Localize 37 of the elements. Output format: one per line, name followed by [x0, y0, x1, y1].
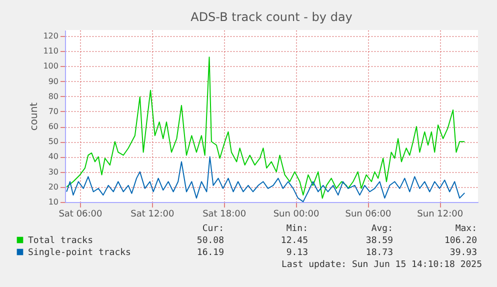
x-tick-label: Sat 06:00	[58, 210, 103, 220]
y-tick-label: 90	[48, 76, 58, 86]
text: 9.13	[286, 248, 308, 258]
y-tick-label: 100	[43, 62, 58, 71]
text: Avg:	[371, 224, 393, 234]
y-tick-label: 10	[48, 198, 58, 206]
legend-label: Single-point tracks	[28, 248, 131, 258]
y-tick-label: 40	[48, 152, 58, 162]
text: Cur:	[202, 224, 224, 234]
text: 38.59	[366, 236, 393, 246]
y-tick-label: 80	[48, 92, 58, 101]
text: 106.20	[444, 236, 477, 246]
text: Min:	[286, 224, 308, 234]
x-tick-label: Sat 12:00	[130, 210, 174, 220]
text: Last update: Sun Jun 15 14:10:18 2025	[282, 260, 482, 270]
y-tick-label: 50	[48, 137, 58, 146]
y-tick-label: 120	[43, 32, 58, 41]
text: 39.93	[450, 248, 477, 258]
text: 50.08	[196, 236, 224, 246]
x-tick-label: Sat 18:00	[202, 210, 246, 220]
x-tick-label: Sun 00:00	[273, 210, 320, 220]
y-tick-label: 30	[48, 167, 58, 176]
line-series	[66, 56, 466, 199]
y-axis-title: count	[29, 102, 40, 131]
y-tick-label: 60	[48, 122, 58, 132]
text: Max:	[455, 224, 477, 234]
text: 18.73	[366, 248, 393, 258]
text: 16.19	[196, 248, 224, 258]
line-series	[66, 156, 466, 202]
text: 12.45	[280, 236, 308, 246]
legend-label: Total tracks	[28, 236, 94, 246]
x-tick-label: Sun 06:00	[345, 210, 392, 220]
x-tick-label: Sun 12:00	[417, 210, 464, 220]
y-tick-label: 70	[48, 106, 58, 116]
y-tick-label: 110	[43, 46, 58, 56]
y-tick-label: 20	[48, 182, 58, 192]
chart-title: ADS-B track count - by day	[190, 10, 352, 24]
